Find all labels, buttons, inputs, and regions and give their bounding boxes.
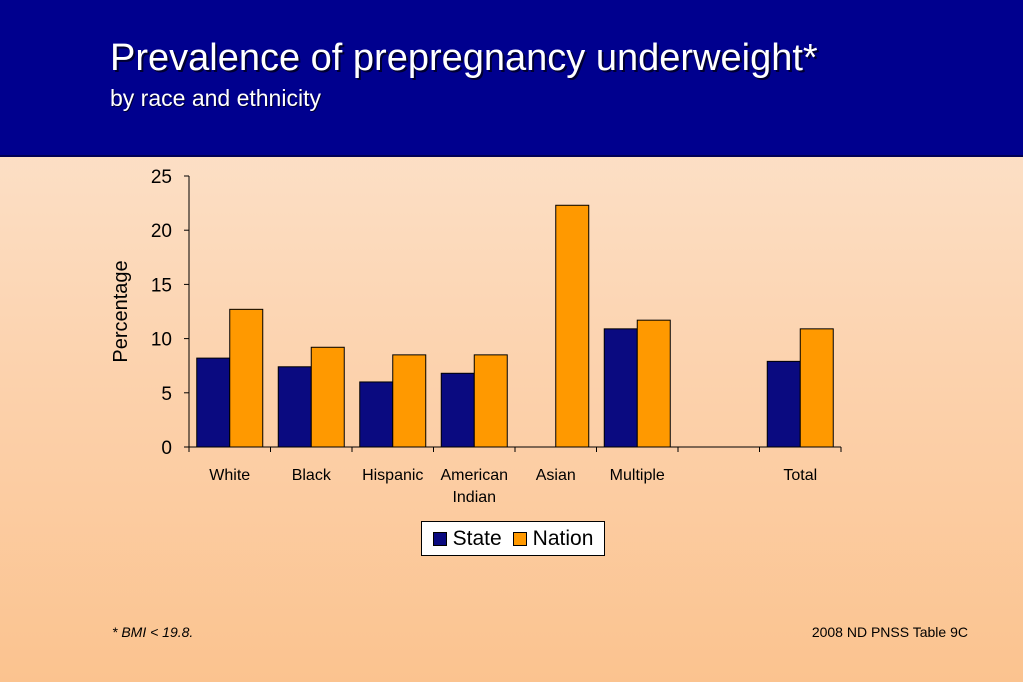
x-tick-label-4-0: Asian bbox=[536, 467, 576, 484]
bar-nation-5 bbox=[636, 319, 671, 448]
x-tick-label-5-0: Multiple bbox=[610, 467, 665, 484]
legend-item-state: State bbox=[432, 526, 502, 551]
bar-state-3 bbox=[440, 372, 475, 448]
x-tick-label-3-0: American bbox=[440, 467, 508, 484]
x-tick-label-3-1: Indian bbox=[452, 489, 496, 506]
bar-nation-2 bbox=[392, 354, 427, 448]
y-axis-title: Percentage bbox=[110, 260, 132, 362]
bar-state-1 bbox=[277, 366, 312, 448]
slide-subtitle: by race and ethnicity bbox=[110, 85, 321, 111]
title-bar: Prevalence of prepregnancy underweight* … bbox=[0, 0, 1023, 157]
legend-swatch-nation bbox=[512, 531, 527, 546]
bar-state-7 bbox=[766, 360, 801, 448]
y-tick-label-25: 25 bbox=[151, 167, 172, 188]
y-tick-label-10: 10 bbox=[151, 330, 172, 351]
footnote: * BMI < 19.8. bbox=[112, 624, 194, 640]
bar-state-5 bbox=[603, 328, 638, 448]
x-tick-label-2-0: Hispanic bbox=[362, 467, 423, 484]
bar-state-0 bbox=[196, 357, 231, 448]
x-tick-label-0-0: White bbox=[209, 467, 250, 484]
legend-label-state: State bbox=[452, 526, 502, 550]
y-tick-label-0: 0 bbox=[161, 438, 172, 459]
y-tick-label-20: 20 bbox=[151, 221, 172, 242]
slide-title: Prevalence of prepregnancy underweight* bbox=[110, 37, 818, 79]
bar-nation-7 bbox=[799, 328, 834, 448]
bar-nation-0 bbox=[229, 308, 264, 448]
legend-swatch-state bbox=[432, 531, 447, 546]
legend-item-nation: Nation bbox=[512, 526, 594, 551]
chart-legend: State Nation bbox=[421, 521, 605, 556]
y-tick-label-15: 15 bbox=[151, 275, 172, 296]
legend-label-nation: Nation bbox=[532, 526, 594, 550]
x-tick-label-7-0: Total bbox=[783, 467, 817, 484]
y-tick-label-5: 5 bbox=[161, 384, 172, 405]
bar-nation-3 bbox=[473, 354, 508, 448]
bar-nation-1 bbox=[310, 346, 345, 448]
bar-nation-4 bbox=[555, 204, 590, 448]
source-note: 2008 ND PNSS Table 9C bbox=[811, 624, 968, 640]
bar-state-2 bbox=[359, 381, 394, 448]
x-tick-label-1-0: Black bbox=[292, 467, 332, 484]
